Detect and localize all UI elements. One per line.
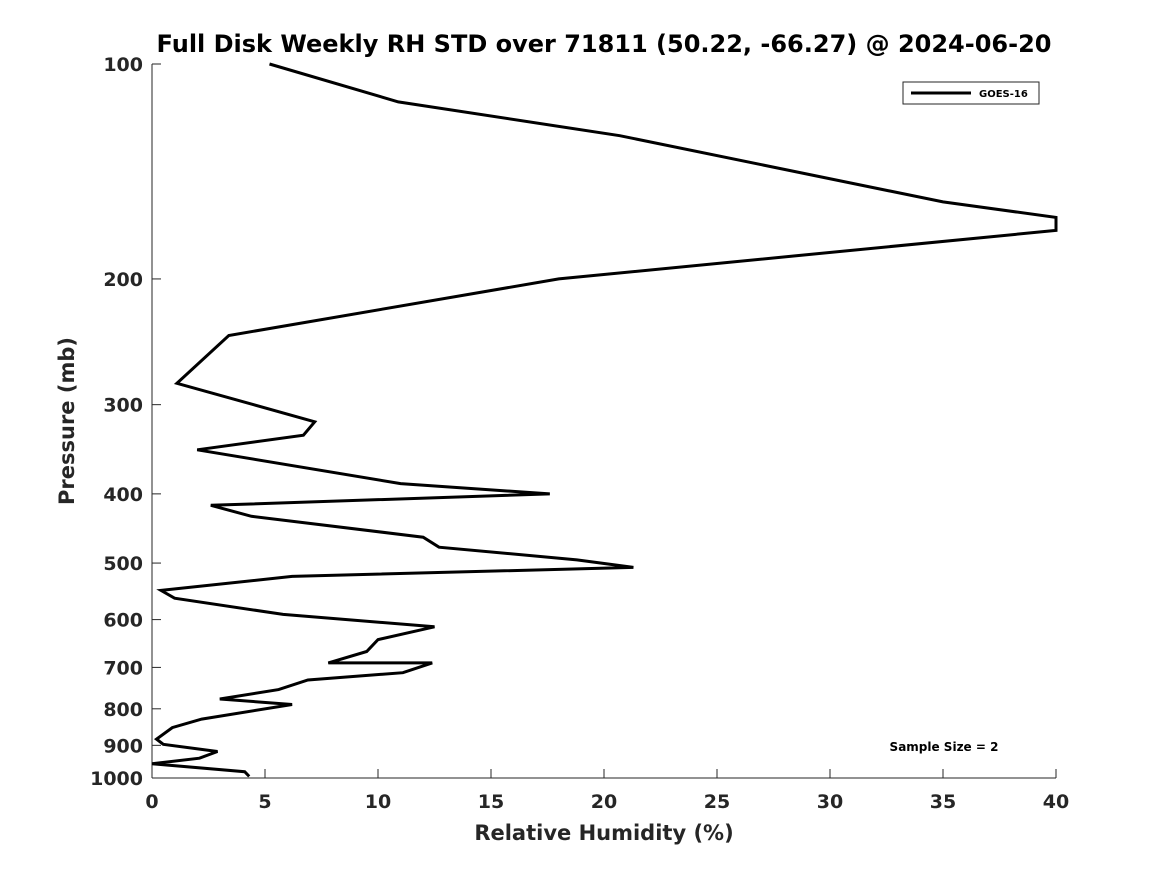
y-tick-label: 800 <box>103 699 143 721</box>
x-tick-label: 5 <box>258 791 271 813</box>
axes <box>151 64 1056 779</box>
x-tick-label: 35 <box>930 791 956 813</box>
y-tick-label: 500 <box>103 553 143 575</box>
x-axis-label: Relative Humidity (%) <box>474 821 733 845</box>
x-tick-label: 25 <box>704 791 730 813</box>
data-series <box>151 62 1058 778</box>
x-tick-label: 40 <box>1043 791 1069 813</box>
y-tick-label: 700 <box>103 657 143 679</box>
y-tick-label: 1000 <box>90 768 143 790</box>
y-tick-label: 900 <box>103 735 143 757</box>
y-tick-label: 600 <box>103 610 143 632</box>
sample-size-annotation: Sample Size = 2 <box>890 740 999 754</box>
chart-title: Full Disk Weekly RH STD over 71811 (50.2… <box>157 30 1052 58</box>
legend-label-goes-16: GOES-16 <box>979 89 1028 100</box>
x-tick-label: 10 <box>365 791 391 813</box>
x-axis-ticks: 0 5 10 15 20 25 30 35 40 <box>145 769 1069 813</box>
x-tick-label: 30 <box>817 791 843 813</box>
y-tick-label: 200 <box>103 269 143 291</box>
y-tick-label: 100 <box>103 54 143 76</box>
series-line-goes-16 <box>151 62 1058 778</box>
y-axis-label: Pressure (mb) <box>55 337 79 505</box>
legend: GOES-16 <box>902 81 1040 105</box>
y-tick-label: 400 <box>103 484 143 506</box>
x-tick-label: 0 <box>145 791 158 813</box>
y-tick-label: 300 <box>103 395 143 417</box>
y-axis-ticks: 100 200 300 400 500 600 700 800 900 1000 <box>90 54 161 790</box>
x-tick-label: 20 <box>591 791 617 813</box>
x-tick-label: 15 <box>478 791 504 813</box>
